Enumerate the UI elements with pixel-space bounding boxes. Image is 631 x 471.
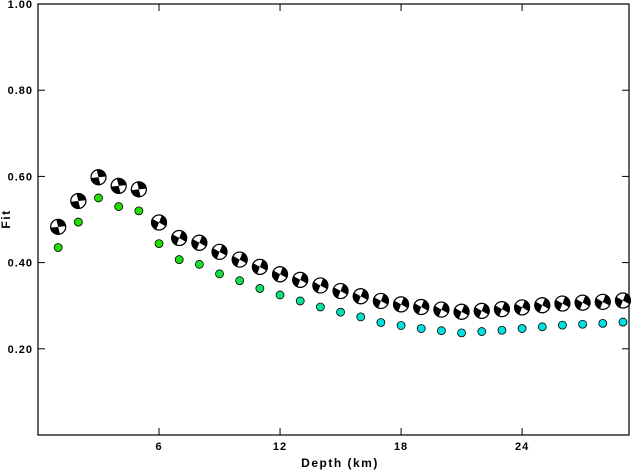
fit-circle-point bbox=[537, 322, 547, 332]
focal-mechanism-point bbox=[171, 229, 188, 247]
fit-circle-point bbox=[457, 328, 466, 338]
fit-circle-point bbox=[94, 193, 103, 203]
fit-circle-point bbox=[517, 324, 527, 333]
fit-circle-point bbox=[295, 296, 305, 306]
focal-mechanism-point bbox=[372, 292, 390, 310]
focal-mechanism-point bbox=[191, 234, 208, 251]
fit-circle-point bbox=[174, 255, 184, 264]
fit-circle-point bbox=[73, 217, 83, 227]
focal-mechanism-point bbox=[271, 266, 289, 283]
y-tick-label: 1.00 bbox=[8, 0, 33, 11]
focal-mechanism-point bbox=[392, 296, 410, 313]
fit-circle-point bbox=[416, 324, 426, 333]
focal-mechanism-point bbox=[513, 299, 531, 316]
focal-mechanism-point bbox=[231, 251, 248, 268]
fit-circle-point bbox=[396, 321, 406, 330]
fit-circle-point bbox=[154, 239, 164, 249]
focal-mechanism-point bbox=[90, 169, 107, 186]
focal-mechanism-point bbox=[433, 301, 450, 318]
focal-mechanism-point bbox=[614, 292, 631, 309]
fit-circle-point bbox=[598, 318, 608, 328]
fit-circle-point bbox=[336, 307, 345, 317]
focal-mechanism-point bbox=[534, 297, 551, 314]
data-points bbox=[50, 169, 631, 338]
fit-circle-point bbox=[497, 325, 507, 335]
fit-circle-point bbox=[477, 327, 487, 336]
y-tick-label: 0.60 bbox=[8, 171, 33, 183]
fit-circle-point bbox=[134, 206, 144, 216]
fit-circle-point bbox=[356, 312, 366, 322]
focal-mechanism-point bbox=[574, 294, 591, 311]
y-axis-title: Fit bbox=[0, 209, 13, 228]
fit-circle-point bbox=[578, 319, 588, 329]
y-tick-label: 0.20 bbox=[8, 344, 33, 356]
x-axis: 6 12 18 24 bbox=[155, 4, 529, 453]
focal-mechanism-point bbox=[110, 177, 127, 194]
x-tick-label: 12 bbox=[273, 441, 287, 453]
fit-circle-point bbox=[376, 318, 386, 327]
y-tick-label: 0.80 bbox=[8, 85, 33, 97]
fit-circle-point bbox=[255, 284, 265, 293]
focal-mechanism-point bbox=[292, 271, 309, 288]
plot-frame bbox=[37, 3, 630, 436]
x-tick-label: 18 bbox=[394, 441, 408, 453]
x-tick-label: 24 bbox=[515, 441, 529, 453]
fit-circle-point bbox=[114, 202, 124, 211]
focal-mechanism-point bbox=[70, 192, 87, 210]
focal-mechanism-point bbox=[493, 301, 511, 318]
fit-circle-point bbox=[53, 243, 63, 252]
fit-circle-point bbox=[194, 259, 204, 269]
focal-mechanism-point bbox=[130, 181, 147, 198]
focal-mechanism-point bbox=[211, 243, 228, 260]
x-tick-label: 6 bbox=[155, 441, 162, 453]
focal-mechanism-point bbox=[413, 298, 430, 316]
focal-mechanism-point bbox=[312, 277, 329, 294]
fit-circle-point bbox=[618, 317, 628, 327]
focal-mechanism-point bbox=[554, 295, 571, 312]
focal-mechanism-point bbox=[594, 293, 611, 310]
fit-circle-point bbox=[437, 326, 446, 336]
focal-mechanism-point bbox=[150, 214, 168, 231]
fit-circle-point bbox=[215, 269, 224, 279]
fit-circle-point bbox=[275, 290, 285, 300]
focal-mechanism-point bbox=[50, 218, 67, 235]
fit-circle-point bbox=[235, 276, 245, 286]
x-axis-title: Depth (km) bbox=[301, 456, 379, 470]
focal-mechanism-point bbox=[251, 258, 268, 276]
focal-mechanism-point bbox=[352, 288, 369, 305]
y-tick-label: 0.40 bbox=[8, 258, 33, 270]
y-axis: 0.20 0.40 0.60 0.80 1.00 bbox=[8, 0, 629, 356]
fit-circle-point bbox=[315, 302, 325, 312]
focal-mechanism-point bbox=[453, 303, 470, 320]
focal-mechanism-point bbox=[332, 282, 349, 300]
focal-mechanism-point bbox=[473, 302, 490, 319]
fit-circle-point bbox=[558, 320, 567, 330]
